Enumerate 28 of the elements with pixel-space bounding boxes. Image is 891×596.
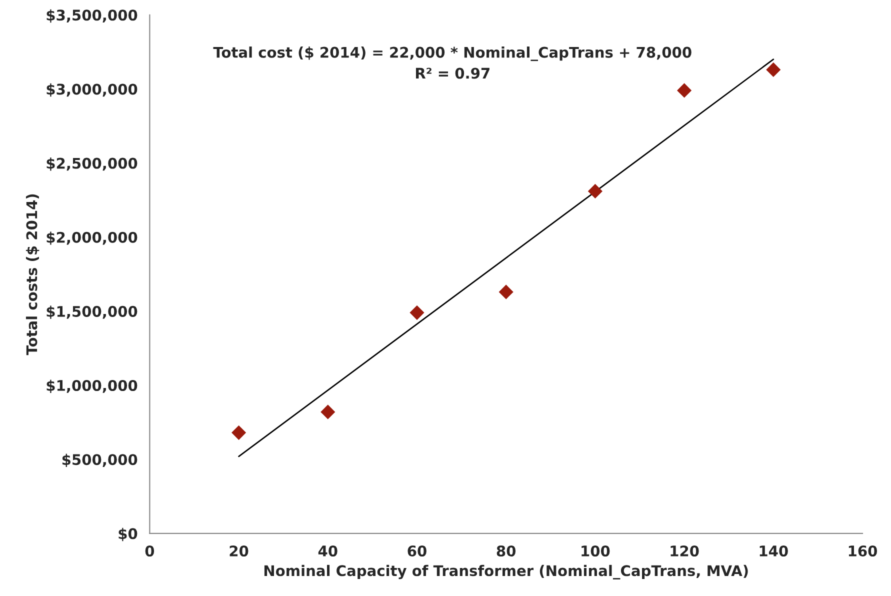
x-axis-title: Nominal Capacity of Transformer (Nominal_CapTrans, MVA): [264, 564, 748, 580]
annotation: R² = 0.97: [416, 68, 490, 79]
y-tick-label: $0: [118, 528, 138, 542]
point: [232, 425, 246, 440]
point: [320, 404, 336, 420]
y-tick-label: $3,000,000: [46, 83, 138, 97]
y-tick-label: $2,000,000: [46, 232, 138, 245]
x-tick-label: 20: [230, 545, 248, 557]
x-tick-label: 160: [848, 545, 878, 557]
point: [498, 284, 514, 300]
point: [677, 83, 692, 98]
y-tick-label: $1,000,000: [46, 380, 138, 393]
x-tick-label: 100: [582, 545, 610, 557]
y-tick-label: $2,500,000: [46, 158, 138, 171]
y-axis-title: Total costs ($ 2014): [26, 194, 40, 356]
x-tick-label: 40: [318, 545, 338, 557]
y-tick-label: $500,000: [62, 454, 138, 468]
annotation: Total cost ($ 2014) = 22,000 * Nominal_CapTrans + 78,000: [213, 46, 692, 62]
point: [588, 184, 602, 198]
x-tick-label: 60: [408, 545, 426, 557]
y-tick-label: $3,500,000: [46, 9, 138, 23]
x-tick-label: 0: [145, 545, 154, 557]
point: [410, 305, 424, 320]
x-tick-label: 120: [670, 545, 699, 557]
x-tick-label: 140: [760, 545, 788, 557]
y-tick-label: $1,500,000: [46, 306, 138, 319]
x-tick-label: 80: [496, 545, 516, 557]
point: [766, 62, 781, 77]
